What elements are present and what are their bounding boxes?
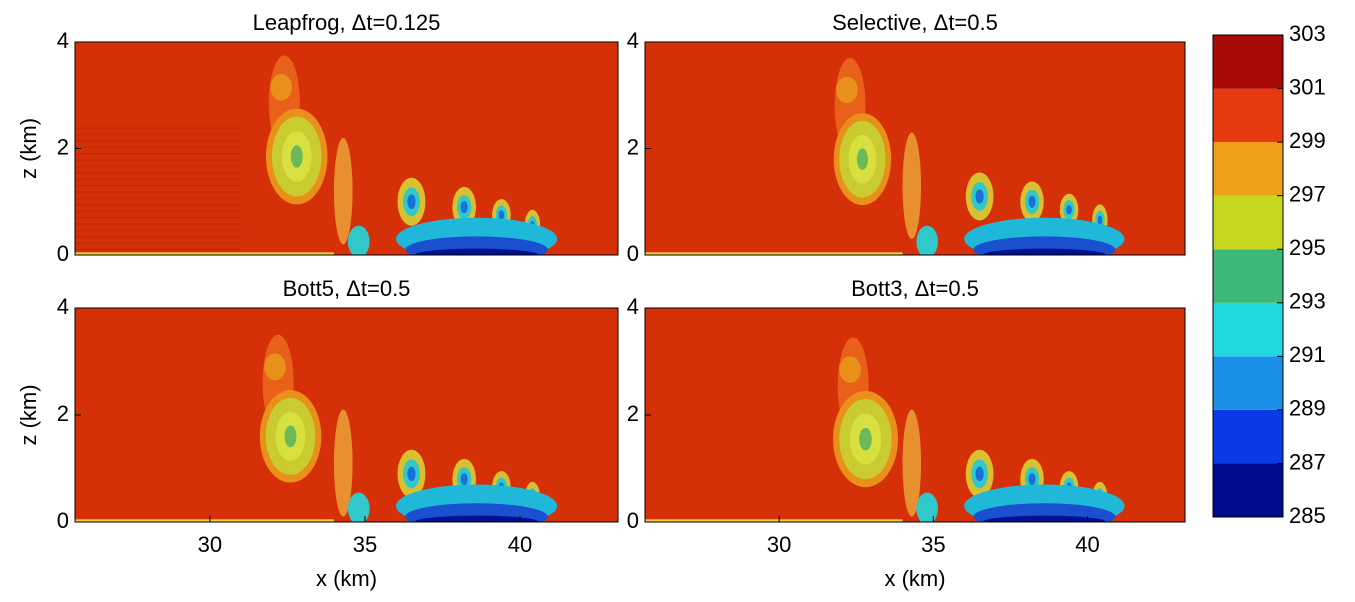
y-tick-label: 0: [57, 241, 69, 266]
x-axis-label: x (km): [316, 566, 377, 591]
y-axis-label: z (km): [16, 384, 41, 445]
y-tick-label: 4: [57, 28, 69, 53]
field: [645, 308, 1185, 522]
y-tick-label: 0: [57, 508, 69, 533]
colorbar-band: [1213, 463, 1283, 517]
small-vortex-core: [1028, 473, 1036, 486]
small-vortex-core: [460, 473, 468, 486]
streak: [333, 137, 353, 245]
vortex-core: [290, 145, 303, 168]
y-tick-label: 4: [627, 28, 639, 53]
colorbar-band: [1213, 249, 1283, 303]
cold-pool-edge: [916, 225, 938, 255]
colorbar-band: [1213, 409, 1283, 464]
x-tick-label: 40: [508, 532, 532, 557]
ground-strip: [645, 519, 903, 522]
vortex-tip: [264, 353, 286, 381]
y-tick-label: 4: [57, 294, 69, 319]
colorbar-tick-label: 297: [1289, 181, 1326, 206]
y-tick-label: 2: [57, 401, 69, 426]
ground-strip: [645, 252, 903, 255]
colorbar-tick-label: 289: [1289, 396, 1326, 421]
y-tick-label: 4: [627, 294, 639, 319]
vortex-core: [284, 425, 297, 448]
streak: [902, 132, 922, 240]
small-vortex-core: [975, 189, 984, 204]
colorbar-band: [1213, 356, 1283, 410]
y-tick-label: 2: [627, 401, 639, 426]
small-vortex-core: [1066, 204, 1072, 215]
colorbar-tick-label: 295: [1289, 235, 1326, 260]
cold-pool-base: [982, 248, 1107, 255]
vortex-core: [856, 148, 868, 171]
panel-title: Bott5, Δt=0.5: [283, 276, 411, 301]
small-vortex-core: [407, 466, 416, 482]
colorbar-band: [1213, 142, 1283, 196]
colorbar-tick-label: 285: [1289, 503, 1326, 528]
panel-title: Leapfrog, Δt=0.125: [253, 10, 441, 35]
ground-strip: [75, 252, 334, 255]
y-tick-label: 2: [627, 134, 639, 159]
y-tick-label: 0: [627, 508, 639, 533]
colorbar-tick-label: 293: [1289, 289, 1326, 314]
y-tick-label: 2: [57, 134, 69, 159]
field: [75, 308, 618, 522]
x-tick-label: 40: [1075, 532, 1099, 557]
cold-pool-base: [414, 515, 539, 522]
colorbar-band: [1213, 35, 1283, 89]
x-tick-label: 35: [353, 532, 377, 557]
small-vortex-core: [975, 466, 984, 482]
colorbar-band: [1213, 88, 1283, 143]
vortex-tip: [270, 73, 293, 101]
colorbar-tick-label: 301: [1289, 74, 1326, 99]
cold-pool-base: [982, 515, 1107, 522]
panel-title: Selective, Δt=0.5: [832, 10, 998, 35]
cold-pool-base: [414, 248, 539, 255]
field: [75, 42, 618, 255]
colorbar-tick-label: 287: [1289, 449, 1326, 474]
x-axis-label: x (km): [884, 566, 945, 591]
small-vortex-core: [460, 201, 468, 214]
x-tick-label: 35: [921, 532, 945, 557]
panel-title: Bott3, Δt=0.5: [851, 276, 979, 301]
ground-strip: [75, 519, 334, 522]
vortex-tip: [836, 76, 858, 104]
x-tick-label: 30: [198, 532, 222, 557]
cold-pool-edge: [347, 492, 370, 522]
small-vortex-core: [1028, 195, 1036, 208]
small-vortex-core: [1097, 215, 1103, 226]
vortex-core: [859, 427, 872, 451]
colorbar-tick-label: 299: [1289, 128, 1326, 153]
small-vortex-core: [498, 210, 505, 220]
colorbar-tick-label: 291: [1289, 342, 1326, 367]
colorbar-band: [1213, 195, 1283, 250]
vortex-tip: [839, 356, 861, 383]
streak: [333, 409, 353, 517]
small-vortex-core: [407, 194, 416, 209]
cold-pool-edge: [347, 225, 370, 255]
y-tick-label: 0: [627, 241, 639, 266]
colorbar-band: [1213, 302, 1283, 357]
y-axis-label: z (km): [16, 118, 41, 179]
cold-pool-edge: [916, 492, 938, 522]
colorbar-tick-label: 303: [1289, 21, 1326, 46]
field: [645, 42, 1185, 255]
x-tick-label: 30: [767, 532, 791, 557]
streak: [902, 409, 922, 517]
colorbar-frame: [1212, 34, 1284, 518]
